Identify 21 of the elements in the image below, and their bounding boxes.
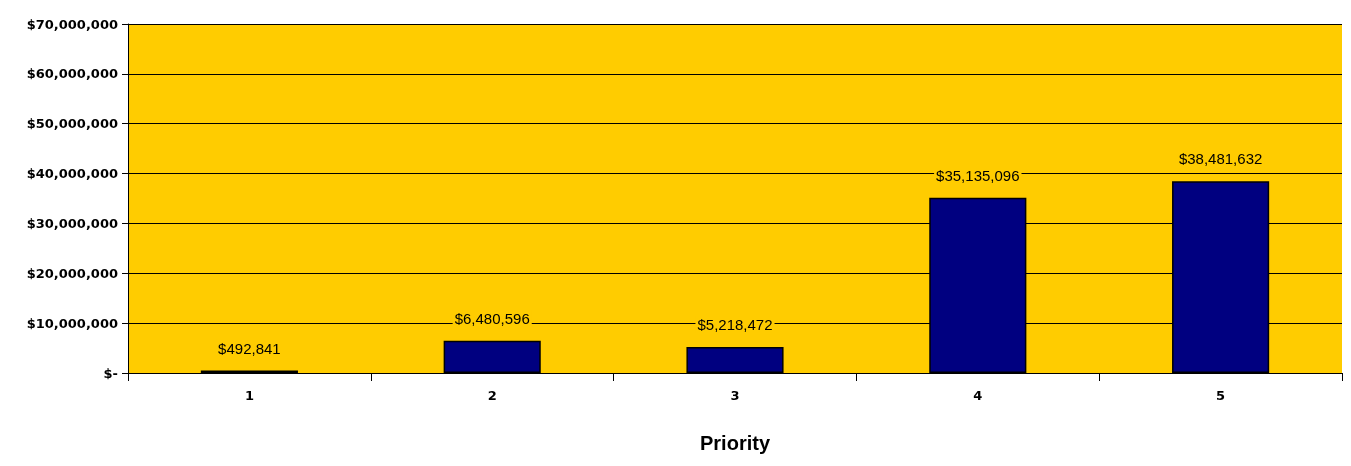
x-tick-label: 3 — [730, 388, 740, 403]
data-label: $35,135,096 — [936, 166, 1020, 184]
bar — [443, 340, 541, 373]
x-tick-label: 5 — [1216, 388, 1226, 403]
data-label: $38,481,632 — [1178, 150, 1263, 168]
y-tick-label: $30,000,000 — [26, 215, 118, 231]
x-tick-label: 1 — [244, 388, 254, 403]
data-label: $492,841 — [218, 339, 281, 357]
y-tick-label: $20,000,000 — [26, 265, 118, 281]
bar — [686, 346, 784, 373]
x-axis-title: Priority — [699, 432, 771, 454]
data-label: $6,480,596 — [454, 309, 530, 327]
y-tick-label: $- — [103, 365, 118, 381]
x-tick-label: 2 — [487, 388, 497, 403]
y-tick-label: $50,000,000 — [26, 116, 118, 132]
y-tick-label: $10,000,000 — [26, 315, 118, 331]
data-label: $5,218,472 — [697, 315, 773, 333]
y-tick-label: $70,000,000 — [26, 16, 118, 32]
x-tick-label: 4 — [973, 388, 983, 403]
y-tick-label: $40,000,000 — [26, 166, 118, 182]
y-tick-label: $60,000,000 — [26, 66, 118, 82]
